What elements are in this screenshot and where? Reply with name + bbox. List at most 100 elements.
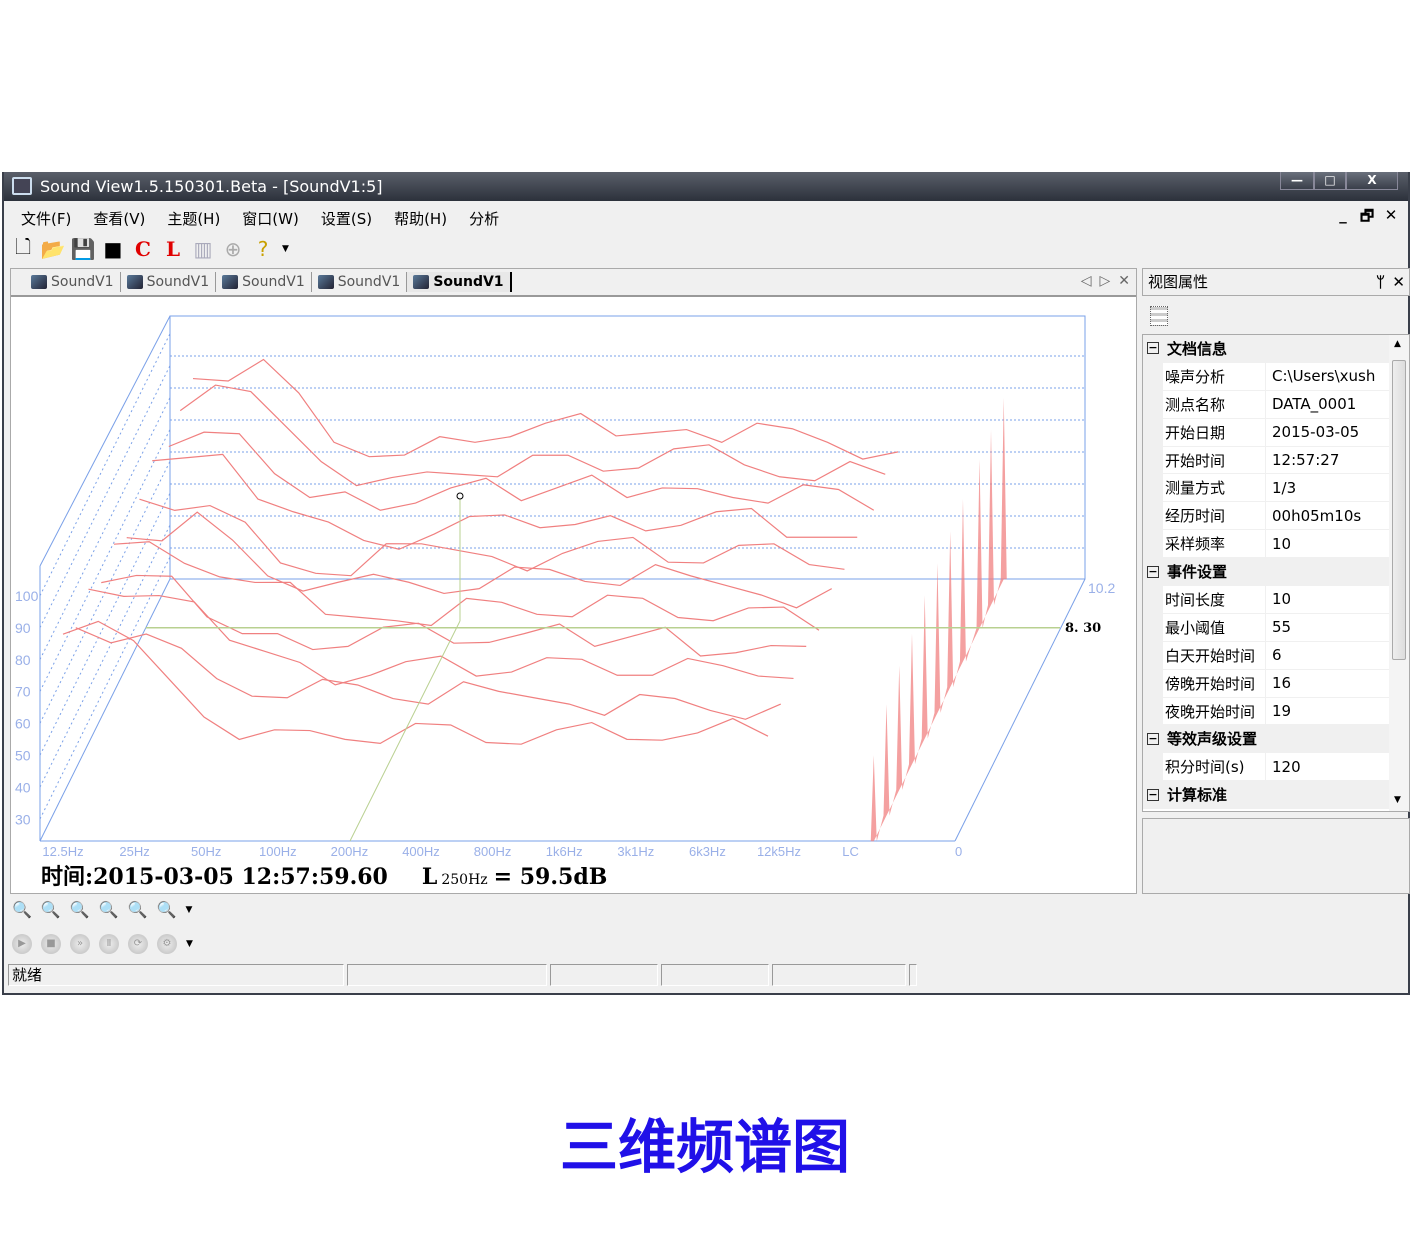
zoom-rect-icon[interactable]: 🔍 bbox=[69, 900, 90, 919]
spectrum-slice-line bbox=[75, 627, 781, 720]
tab-prev-icon[interactable]: ◁ bbox=[1080, 273, 1092, 289]
minimize-button[interactable]: — bbox=[1280, 172, 1314, 190]
settings-icon[interactable]: ⚙ bbox=[157, 934, 177, 954]
mdi-minimize-button[interactable]: _ bbox=[1339, 206, 1347, 224]
property-value[interactable]: DATA_0001 bbox=[1265, 390, 1389, 418]
collapse-icon[interactable]: − bbox=[1147, 564, 1159, 578]
property-row[interactable]: 最小阈值 55 bbox=[1143, 613, 1389, 642]
property-value[interactable]: 12:57:27 bbox=[1265, 446, 1389, 474]
property-row[interactable]: 积分时间(s) 120 bbox=[1143, 753, 1389, 782]
category-label: 事件设置 bbox=[1167, 563, 1228, 582]
save-icon-glyph: 💾 bbox=[72, 238, 94, 260]
title-bar[interactable]: Sound View1.5.150301.Beta - [SoundV1:5] … bbox=[4, 172, 1408, 201]
collapse-icon[interactable]: − bbox=[1147, 731, 1159, 745]
property-row[interactable]: 经历时间 00h05m10s bbox=[1143, 502, 1389, 531]
property-category[interactable]: − 计算标准 bbox=[1143, 781, 1389, 810]
property-value[interactable]: 1/3 bbox=[1265, 474, 1389, 502]
menu-item[interactable]: 设置(S) bbox=[320, 209, 373, 228]
frequency-cursor-line[interactable] bbox=[349, 620, 461, 842]
property-value[interactable]: 16 bbox=[1265, 669, 1389, 697]
collapse-icon[interactable]: − bbox=[1147, 787, 1159, 801]
property-scrollbar[interactable]: ▲ ▼ bbox=[1389, 335, 1409, 811]
property-category[interactable]: − 文档信息 bbox=[1143, 335, 1389, 363]
property-value[interactable]: C:\Users\xush bbox=[1265, 362, 1389, 390]
l-weighting-icon[interactable]: L bbox=[162, 238, 184, 260]
property-row[interactable]: 时间长度 10 bbox=[1143, 586, 1389, 614]
pin-icon[interactable]: ᛘ bbox=[1375, 273, 1385, 291]
play-icon[interactable]: ▶ bbox=[12, 934, 32, 954]
property-name: 夜晚开始时间 bbox=[1163, 697, 1265, 725]
tab-next-icon[interactable]: ▷ bbox=[1099, 273, 1111, 289]
property-value[interactable]: 6 bbox=[1265, 641, 1389, 669]
property-name-cell: 夜晚开始时间 bbox=[1143, 697, 1265, 725]
property-row[interactable]: 白天开始时间 6 bbox=[1143, 641, 1389, 670]
tab-soundv1[interactable]: SoundV1 bbox=[25, 272, 121, 292]
dropdown-arrow-icon[interactable]: ▼ bbox=[186, 939, 193, 949]
tab-soundv1[interactable]: SoundV1 bbox=[121, 272, 217, 292]
tab-soundv1[interactable]: SoundV1 bbox=[407, 272, 512, 292]
tab-soundv1[interactable]: SoundV1 bbox=[312, 272, 408, 292]
property-value[interactable]: 10 bbox=[1265, 530, 1389, 558]
cursor-marker[interactable] bbox=[456, 492, 464, 500]
property-row[interactable]: 采样频率 10 bbox=[1143, 530, 1389, 559]
property-category[interactable]: − 等效声级设置 bbox=[1143, 725, 1389, 754]
add-circle-icon[interactable]: ⊕ bbox=[222, 238, 244, 260]
menu-item[interactable]: 文件(F) bbox=[21, 209, 72, 228]
status-pane bbox=[772, 964, 906, 986]
black-square-icon[interactable]: ■ bbox=[102, 238, 124, 260]
fast-forward-icon[interactable]: » bbox=[70, 934, 90, 954]
tab-close-icon[interactable]: ✕ bbox=[1118, 273, 1130, 289]
collapse-icon[interactable]: − bbox=[1147, 341, 1159, 355]
tab-soundv1[interactable]: SoundV1 bbox=[216, 272, 312, 292]
menu-item[interactable]: 分析 bbox=[469, 209, 500, 228]
property-row[interactable]: 夜晚开始时间 19 bbox=[1143, 697, 1389, 726]
property-row[interactable]: 测量方式 1/3 bbox=[1143, 474, 1389, 503]
new-file-icon[interactable]: 🗋 bbox=[12, 238, 34, 260]
menu-item[interactable]: 主题(H) bbox=[167, 209, 221, 228]
help-icon[interactable]: ? bbox=[252, 238, 274, 260]
property-row[interactable]: 开始时间 12:57:27 bbox=[1143, 446, 1389, 475]
zoom-y-out-icon[interactable]: 🔍 bbox=[156, 900, 177, 919]
pause-icon[interactable]: Ⅱ bbox=[99, 934, 119, 954]
panel-close-icon[interactable]: ✕ bbox=[1392, 273, 1405, 291]
mdi-close-button[interactable]: ✕ bbox=[1384, 206, 1398, 224]
property-category[interactable]: − 事件设置 bbox=[1143, 558, 1389, 587]
property-value[interactable]: 19 bbox=[1265, 697, 1389, 725]
property-value[interactable]: 00h05m10s bbox=[1265, 502, 1389, 530]
refresh-icon[interactable]: ⟳ bbox=[128, 934, 148, 954]
scroll-thumb[interactable] bbox=[1392, 360, 1406, 660]
property-value[interactable]: 120 bbox=[1265, 753, 1389, 781]
property-row[interactable]: 傍晚开始时间 16 bbox=[1143, 669, 1389, 698]
time-readout: 时间:2015-03-05 12:57:59.60 bbox=[41, 864, 388, 890]
c-weighting-icon[interactable]: C bbox=[132, 238, 154, 260]
help-icon-glyph: ? bbox=[257, 238, 269, 260]
scroll-up-icon[interactable]: ▲ bbox=[1394, 339, 1401, 349]
chart-icon[interactable]: ▥ bbox=[192, 238, 214, 260]
mdi-restore-button[interactable]: 🗗 bbox=[1359, 207, 1375, 225]
property-row[interactable]: 噪声分析 C:\Users\xush bbox=[1143, 362, 1389, 391]
dropdown-arrow-icon[interactable]: ▼ bbox=[282, 244, 289, 254]
scroll-down-icon[interactable]: ▼ bbox=[1394, 795, 1401, 805]
property-value[interactable]: 2015-03-05 bbox=[1265, 418, 1389, 446]
stop-icon[interactable]: ■ bbox=[41, 934, 61, 954]
menu-item[interactable]: 查看(V) bbox=[93, 209, 146, 228]
categorized-view-icon[interactable] bbox=[1150, 306, 1168, 326]
zoom-in-icon[interactable]: 🔍 bbox=[12, 900, 32, 919]
property-row[interactable]: 开始日期 2015-03-05 bbox=[1143, 418, 1389, 447]
save-icon[interactable]: 💾 bbox=[72, 238, 94, 260]
zoom-reset-icon[interactable]: 🔍 bbox=[98, 900, 119, 919]
dropdown-arrow-icon[interactable]: ▼ bbox=[185, 904, 193, 915]
property-row[interactable]: 测点名称 DATA_0001 bbox=[1143, 390, 1389, 419]
l-weighting-icon-glyph: L bbox=[165, 238, 181, 260]
zoom-y-in-icon[interactable]: 🔍 bbox=[127, 900, 148, 919]
zoom-out-icon[interactable]: 🔍 bbox=[40, 900, 61, 919]
property-value[interactable]: 55 bbox=[1265, 613, 1389, 641]
property-value[interactable]: 10 bbox=[1265, 586, 1389, 613]
spectrum-slice-line bbox=[168, 431, 875, 511]
spectrum-3d-chart[interactable]: 100 90 80 70 60 50 40 30 12.5Hz 25Hz 50Hz 100Hz 200H… bbox=[11, 299, 1136, 893]
menu-item[interactable]: 窗口(W) bbox=[242, 209, 299, 228]
maximize-button[interactable]: □ bbox=[1314, 172, 1346, 190]
open-folder-icon[interactable]: 📂 bbox=[42, 238, 64, 260]
menu-item[interactable]: 帮助(H) bbox=[394, 209, 448, 228]
close-button[interactable]: X bbox=[1346, 172, 1398, 190]
